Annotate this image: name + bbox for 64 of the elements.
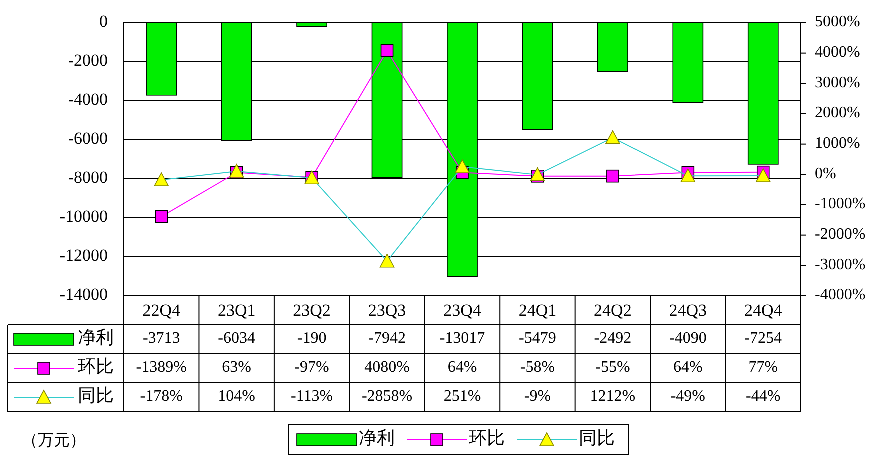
x-tick-label: 23Q3 <box>368 300 406 320</box>
text: 净利 <box>359 428 395 448</box>
data-label: -113% <box>291 388 334 406</box>
data-label: -190 <box>297 330 327 348</box>
data-label: -2858% <box>362 388 413 406</box>
x-tick-label: 24Q1 <box>518 300 557 320</box>
data-label: -49% <box>670 388 706 406</box>
x-tick-label: 22Q4 <box>142 300 181 320</box>
data-label: 251% <box>444 388 482 406</box>
point <box>155 210 168 224</box>
text: 同比 <box>579 428 615 448</box>
y2-tick-label: 0% <box>815 165 836 182</box>
data-label: 104% <box>218 388 256 406</box>
y2-tick-label: -3000% <box>815 256 866 274</box>
data-label: -178% <box>140 388 183 406</box>
data-label: 1212% <box>590 388 636 406</box>
data-label: 64% <box>448 359 478 376</box>
text: 环比 <box>469 428 505 448</box>
y-tick-label: -6000 <box>68 128 108 148</box>
legend-label: 净利 <box>78 328 114 348</box>
x-tick-label: 24Q4 <box>744 300 783 320</box>
data-label: -97% <box>294 359 330 376</box>
y2-tick-label: 3000% <box>815 74 860 92</box>
y2-tick-label: 1000% <box>815 135 860 152</box>
data-label: -2492 <box>594 330 632 348</box>
data-label: -3713 <box>142 330 180 348</box>
data-label: -9% <box>524 388 552 406</box>
point <box>380 44 394 58</box>
data-label: -4090 <box>670 330 707 348</box>
y2-tick-label: -1000% <box>815 196 866 213</box>
data-label: 4080% <box>364 359 410 376</box>
y-tick-label: -8000 <box>68 168 108 187</box>
x-tick-label: 23Q1 <box>218 300 256 320</box>
data-label: -6034 <box>218 330 256 348</box>
data-label: -5479 <box>519 330 556 348</box>
x-tick-label: 24Q2 <box>594 300 632 320</box>
y2-tick-label: 4000% <box>815 44 860 62</box>
y2-tick-label: 5000% <box>815 14 860 31</box>
legend-label: 环比 <box>78 356 114 377</box>
data-label: 63% <box>222 359 252 376</box>
x-tick-label: 23Q2 <box>293 300 331 320</box>
data-label: -13017 <box>440 330 486 348</box>
point <box>606 170 620 183</box>
y-tick-label: -2000 <box>68 50 108 70</box>
x-tick-label: 23Q4 <box>444 300 482 320</box>
y-tick-label: -10000 <box>60 206 108 226</box>
data-label: -7942 <box>368 330 406 348</box>
data-label: -58% <box>520 359 556 376</box>
y-tick-label: -12000 <box>60 246 108 265</box>
data-label: -55% <box>596 359 630 376</box>
y-tick-label: 0 <box>100 12 108 31</box>
y2-tick-label: -2000% <box>815 226 866 244</box>
legend-label: 同比 <box>78 386 114 406</box>
data-label: -1389% <box>136 359 187 376</box>
text: （万元） <box>22 432 86 450</box>
data-label: 64% <box>674 359 703 376</box>
data-label: 77% <box>748 359 778 376</box>
y-tick-label: -14000 <box>60 284 108 304</box>
data-label: -44% <box>746 388 781 406</box>
y2-tick-label: 2000% <box>815 104 860 122</box>
data-label: -7254 <box>744 330 782 348</box>
y-tick-label: -4000 <box>68 90 108 109</box>
y2-tick-label: -4000% <box>815 286 866 304</box>
x-tick-label: 24Q3 <box>669 300 708 320</box>
